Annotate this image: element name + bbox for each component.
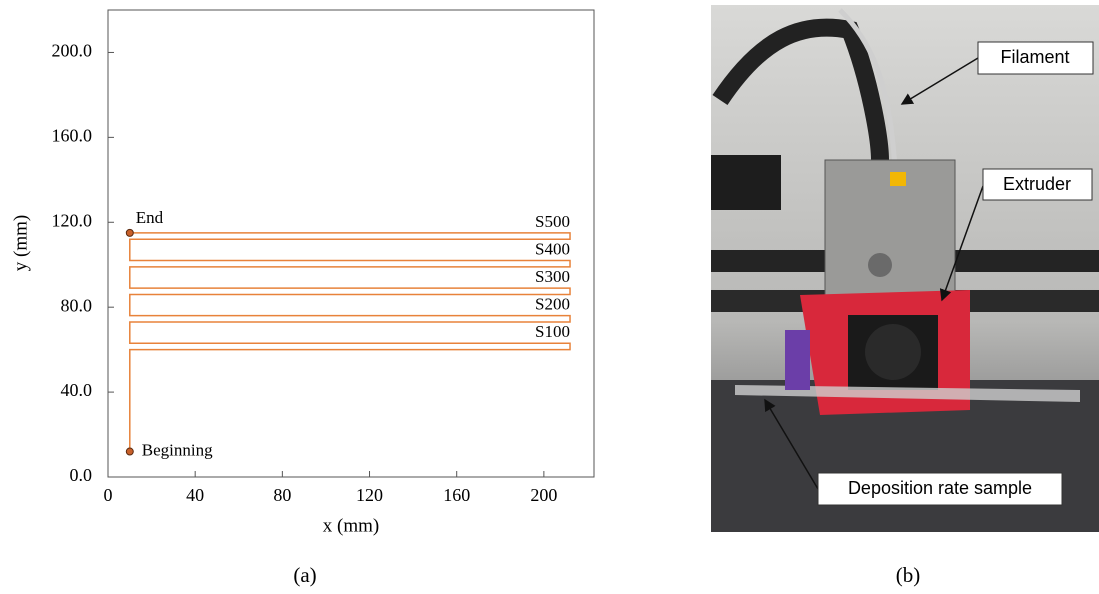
strip-label: S200 xyxy=(535,295,570,314)
y-tick-label: 40.0 xyxy=(61,380,93,400)
y-tick-label: 0.0 xyxy=(70,465,93,485)
y-tick-label: 160.0 xyxy=(52,125,93,145)
point-marker xyxy=(126,229,133,236)
x-tick-label: 40 xyxy=(186,485,204,505)
x-tick-label: 0 xyxy=(104,485,113,505)
x-tick-label: 120 xyxy=(356,485,383,505)
x-tick-label: 160 xyxy=(443,485,470,505)
strip-label: S100 xyxy=(535,322,570,341)
x-tick-label: 200 xyxy=(530,485,557,505)
photo xyxy=(711,5,1099,532)
panel-label: (a) xyxy=(293,563,316,587)
point-marker xyxy=(126,448,133,455)
callout: Deposition rate sample xyxy=(848,478,1032,498)
strip-label: S400 xyxy=(535,239,570,258)
callout: Filament xyxy=(1000,47,1069,67)
strip-label: S500 xyxy=(535,212,570,231)
x-tick-label: 80 xyxy=(273,485,291,505)
y-tick-label: 80.0 xyxy=(61,295,93,315)
panel-label: (b) xyxy=(896,563,921,587)
point-label: End xyxy=(136,208,164,227)
x-axis-label: x (mm) xyxy=(323,515,379,536)
point-label: Beginning xyxy=(142,440,213,459)
chart: x (mm) y (mm) 0 40 80 120 160 200 0.0 40.0 80.0 1… xyxy=(10,10,594,536)
y-tick-label: 120.0 xyxy=(52,210,93,230)
y-axis-label: y (mm) xyxy=(10,215,31,271)
callout: Extruder xyxy=(1003,174,1071,194)
plot-frame xyxy=(108,10,594,477)
y-tick-label: 200.0 xyxy=(52,41,93,61)
figure: Filament Extruder Deposition rate sample… xyxy=(0,0,1099,594)
strip-label: S300 xyxy=(535,267,570,286)
